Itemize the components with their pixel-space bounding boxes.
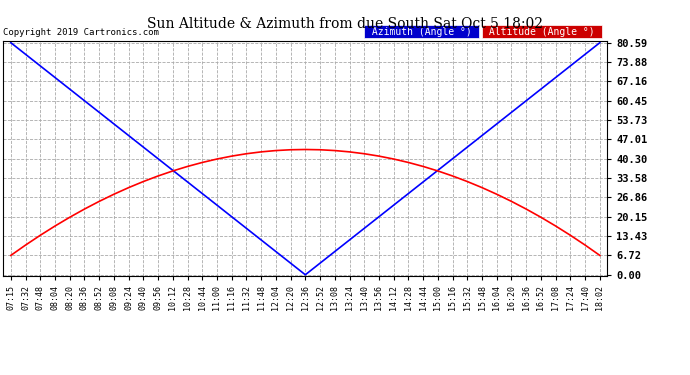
Text: Azimuth (Angle °): Azimuth (Angle °): [366, 27, 477, 37]
Text: Copyright 2019 Cartronics.com: Copyright 2019 Cartronics.com: [3, 28, 159, 37]
Text: Sun Altitude & Azimuth from due South Sat Oct 5 18:02: Sun Altitude & Azimuth from due South Sa…: [147, 17, 543, 31]
Text: Altitude (Angle °): Altitude (Angle °): [484, 27, 601, 37]
